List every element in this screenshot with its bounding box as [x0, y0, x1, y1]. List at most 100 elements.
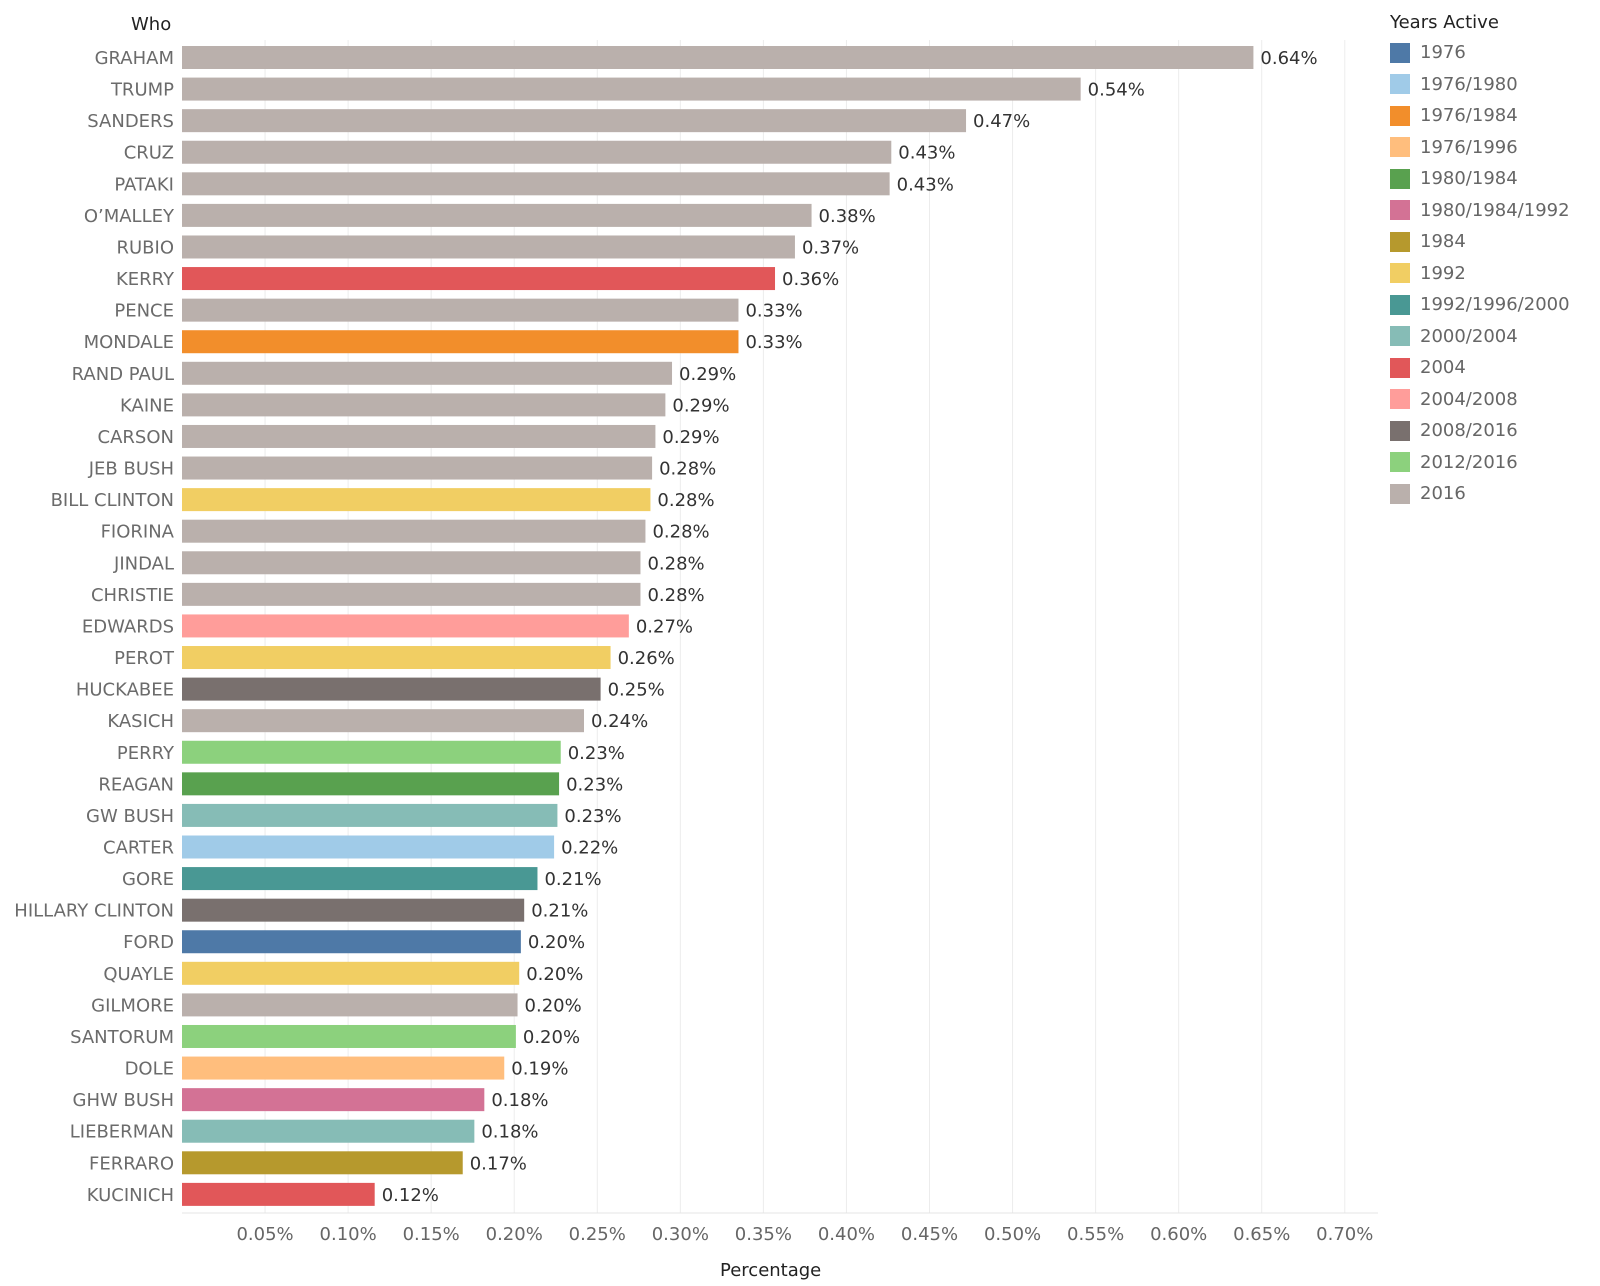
x-tick-label: 0.45% — [901, 1224, 958, 1245]
bar — [182, 614, 629, 638]
data-label: 0.25% — [608, 680, 665, 701]
legend-item: 1976/1996 — [1390, 132, 1595, 164]
bar — [182, 582, 641, 606]
legend-item: 1976 — [1390, 37, 1595, 69]
category-label: HILLARY CLINTON — [14, 901, 174, 922]
bar — [182, 677, 601, 701]
category-label: EDWARDS — [82, 616, 174, 637]
legend-label: 1976/1980 — [1420, 73, 1518, 95]
data-label: 0.27% — [636, 616, 693, 637]
legend-item: 2004 — [1390, 352, 1595, 384]
legend-label: 2012/2016 — [1420, 451, 1518, 473]
data-label: 0.17% — [470, 1153, 527, 1174]
data-label: 0.24% — [591, 711, 648, 732]
data-label: 0.29% — [662, 427, 719, 448]
data-label: 0.47% — [973, 111, 1030, 132]
category-label: SANTORUM — [70, 1027, 174, 1048]
category-label: PERRY — [117, 743, 175, 764]
category-label: SANDERS — [87, 111, 174, 132]
legend-item: 2004/2008 — [1390, 384, 1595, 416]
legend-swatch — [1390, 452, 1410, 473]
category-label: KERRY — [116, 269, 175, 290]
legend-swatch — [1390, 105, 1410, 126]
legend-label: 1976 — [1420, 42, 1466, 64]
legend-swatch — [1390, 326, 1410, 347]
legend-label: 2004 — [1420, 357, 1466, 379]
legend-swatch — [1390, 263, 1410, 284]
bar — [182, 961, 520, 985]
category-label: KAINE — [120, 395, 174, 416]
data-label: 0.36% — [782, 269, 839, 290]
legend-label: 1976/1984 — [1420, 105, 1518, 127]
legend-label: 1992 — [1420, 262, 1466, 284]
category-label: GORE — [122, 869, 174, 890]
legend-item: 1992 — [1390, 258, 1595, 290]
legend: Years Active 1976 1976/1980 1976/1984 1976/… — [1390, 12, 1595, 510]
legend-label: 2000/2004 — [1420, 325, 1518, 347]
bar — [182, 803, 558, 827]
data-label: 0.37% — [802, 237, 859, 258]
data-label: 0.20% — [523, 1027, 580, 1048]
bar — [182, 898, 525, 922]
category-label: BILL CLINTON — [51, 490, 174, 511]
bar — [182, 235, 795, 259]
legend-item: 1984 — [1390, 226, 1595, 258]
bar — [182, 993, 518, 1017]
legend-item: 1992/1996/2000 — [1390, 289, 1595, 321]
legend-label: 2004/2008 — [1420, 388, 1518, 410]
category-label: RUBIO — [116, 237, 174, 258]
x-axis-title: Percentage — [720, 1260, 822, 1281]
bar — [182, 1024, 516, 1048]
data-label: 0.54% — [1088, 80, 1145, 101]
category-label: JINDAL — [113, 553, 174, 574]
category-label: KUCINICH — [87, 1185, 174, 1206]
bar — [182, 709, 584, 733]
data-label: 0.29% — [672, 395, 729, 416]
x-tick-label: 0.15% — [403, 1224, 460, 1245]
legend-swatch — [1390, 357, 1410, 378]
data-label: 0.43% — [898, 143, 955, 164]
bar — [182, 203, 812, 227]
legend-swatch — [1390, 74, 1410, 95]
bar — [182, 1182, 375, 1206]
data-label: 0.26% — [618, 648, 675, 669]
legend-label: 1976/1996 — [1420, 136, 1518, 158]
legend-swatch — [1390, 389, 1410, 410]
data-label: 0.18% — [481, 1122, 538, 1143]
legend-swatch — [1390, 294, 1410, 315]
category-label: CARTER — [103, 838, 174, 859]
x-tick-label: 0.65% — [1233, 1224, 1290, 1245]
data-label: 0.20% — [528, 932, 585, 953]
bar — [182, 140, 892, 164]
legend-item: 2012/2016 — [1390, 447, 1595, 479]
x-tick-label: 0.55% — [1067, 1224, 1124, 1245]
bar — [182, 646, 611, 670]
data-label: 0.33% — [745, 332, 802, 353]
legend-swatch — [1390, 200, 1410, 221]
bar — [182, 1088, 485, 1112]
legend-item: 1976/1980 — [1390, 69, 1595, 101]
data-label: 0.28% — [652, 522, 709, 543]
bar — [182, 835, 555, 859]
bar — [182, 298, 739, 322]
bar — [182, 267, 776, 291]
legend-item: 1976/1984 — [1390, 100, 1595, 132]
legend-swatch — [1390, 420, 1410, 441]
x-tick-label: 0.50% — [984, 1224, 1041, 1245]
data-label: 0.28% — [657, 490, 714, 511]
category-label: JEB BUSH — [88, 459, 174, 480]
data-label: 0.20% — [525, 995, 582, 1016]
bar — [182, 172, 890, 196]
legend-swatch — [1390, 137, 1410, 158]
category-label: PENCE — [114, 301, 174, 322]
category-label: GILMORE — [91, 995, 174, 1016]
bar — [182, 772, 560, 796]
x-tick-label: 0.20% — [486, 1224, 543, 1245]
bar — [182, 424, 656, 448]
x-tick-label: 0.35% — [735, 1224, 792, 1245]
x-tick-label: 0.40% — [818, 1224, 875, 1245]
legend-swatch — [1390, 42, 1410, 63]
data-label: 0.28% — [659, 459, 716, 480]
